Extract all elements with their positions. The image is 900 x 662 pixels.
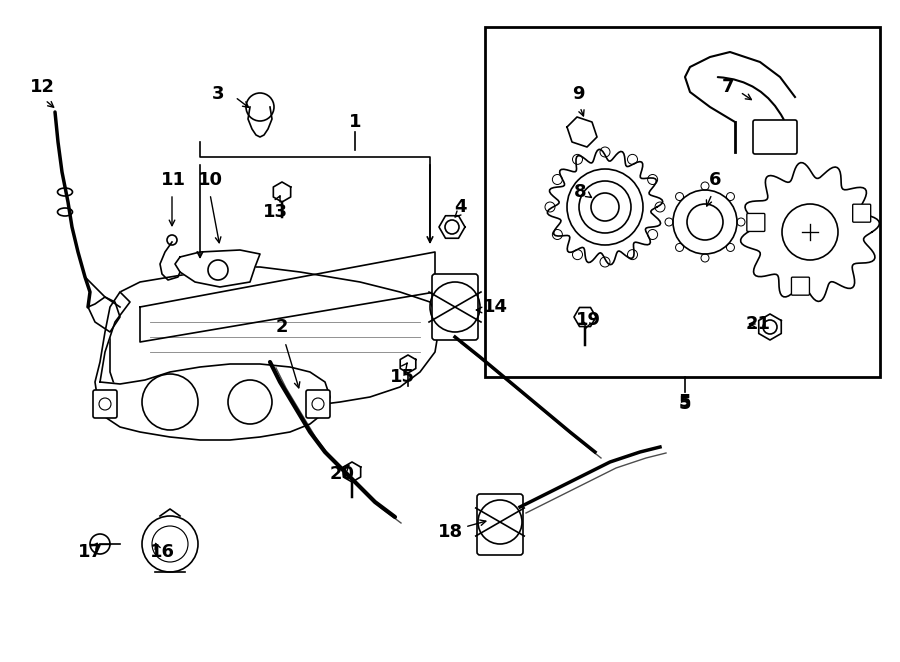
Text: 14: 14 [482, 298, 508, 316]
Text: 17: 17 [77, 543, 103, 561]
Text: 11: 11 [160, 171, 185, 189]
Polygon shape [110, 267, 440, 407]
Polygon shape [175, 250, 260, 287]
Text: 13: 13 [263, 203, 287, 221]
Text: 3: 3 [212, 85, 224, 103]
Polygon shape [95, 292, 330, 440]
FancyBboxPatch shape [852, 204, 870, 222]
FancyBboxPatch shape [747, 213, 765, 232]
Bar [485, 27, 880, 377]
Text: 5: 5 [679, 395, 691, 413]
Polygon shape [140, 252, 435, 342]
Text: 18: 18 [437, 523, 463, 541]
Text: 10: 10 [197, 171, 222, 189]
FancyBboxPatch shape [93, 390, 117, 418]
FancyBboxPatch shape [791, 277, 809, 295]
Text: 20: 20 [329, 465, 355, 483]
Text: 8: 8 [573, 183, 586, 201]
Text: 9: 9 [572, 85, 584, 103]
Text: 6: 6 [709, 171, 721, 189]
Text: 19: 19 [575, 311, 600, 329]
FancyBboxPatch shape [306, 390, 330, 418]
Text: 2: 2 [275, 318, 288, 336]
Text: 4: 4 [454, 198, 466, 216]
FancyBboxPatch shape [477, 494, 523, 555]
Text: 15: 15 [390, 368, 415, 386]
Text: 12: 12 [30, 78, 55, 96]
Text: 7: 7 [722, 78, 734, 96]
Polygon shape [759, 314, 781, 340]
FancyBboxPatch shape [432, 274, 478, 340]
Text: 16: 16 [149, 543, 175, 561]
Text: 1: 1 [349, 113, 361, 131]
Text: 21: 21 [745, 315, 770, 333]
FancyBboxPatch shape [753, 120, 797, 154]
Text: 5: 5 [679, 393, 691, 411]
